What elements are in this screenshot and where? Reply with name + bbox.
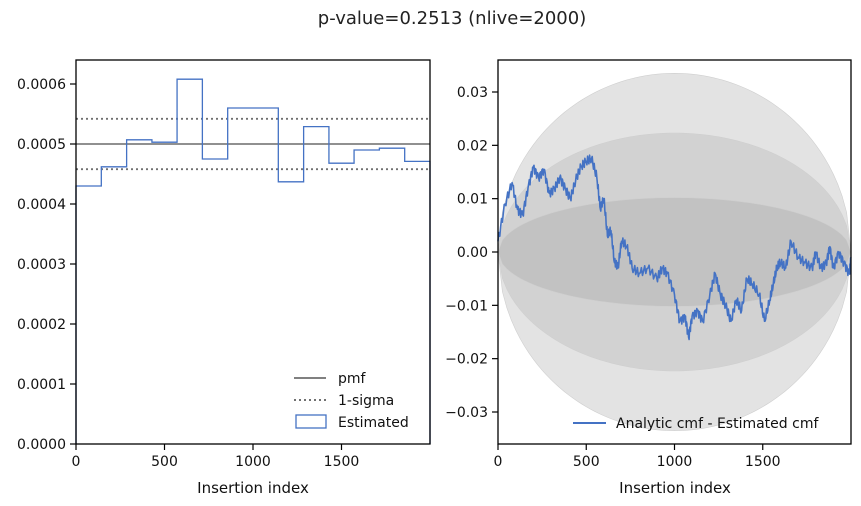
cmf-difference-line bbox=[497, 154, 852, 341]
left-axes-frame bbox=[75, 59, 431, 445]
right-y-tick-label: 0.01 bbox=[457, 192, 488, 208]
right-x-tick-label: 500 bbox=[573, 454, 600, 470]
legend-pmf-label: pmf bbox=[338, 371, 367, 387]
right-y-tick-label: 0.03 bbox=[457, 85, 488, 101]
right-y-tick-label: −0.01 bbox=[445, 298, 488, 314]
left-y-tick-label: 0.0005 bbox=[17, 137, 66, 153]
figure-title: p-value=0.2513 (nlive=2000) bbox=[318, 8, 586, 29]
right-y-tick-label: −0.02 bbox=[445, 352, 488, 368]
right-legend: Analytic cmf - Estimated cmf bbox=[573, 416, 819, 432]
right-x-axis-label: Insertion index bbox=[619, 479, 731, 497]
left-x-tick-label: 0 bbox=[72, 454, 81, 470]
left-y-tick-label: 0.0004 bbox=[17, 197, 66, 213]
cmf-difference-chart: 0 500 1000 1500 −0.03 −0.02 −0.01 0.00 0.01 0.02 0… bbox=[445, 59, 852, 497]
right-y-tick-label: 0.00 bbox=[457, 245, 488, 261]
right-x-tick-label: 0 bbox=[494, 454, 503, 470]
left-legend: pmf 1-sigma Estimated bbox=[294, 371, 409, 431]
left-x-tick-label: 1000 bbox=[235, 454, 271, 470]
legend-estimated-swatch bbox=[295, 414, 327, 429]
left-x-tick-label: 500 bbox=[151, 454, 178, 470]
right-y-tick-label: 0.02 bbox=[457, 138, 488, 154]
left-y-tick-label: 0.0003 bbox=[17, 257, 66, 273]
right-x-tick-label: 1500 bbox=[745, 454, 781, 470]
right-x-tick-label: 1000 bbox=[657, 454, 693, 470]
left-y-tick-label: 0.0001 bbox=[17, 377, 66, 393]
pmf-step-chart: 0 500 1000 1500 0.0000 0.0001 0.0002 0.0003 0.00… bbox=[17, 59, 431, 497]
legend-cmf-diff-label: Analytic cmf - Estimated cmf bbox=[616, 416, 819, 432]
left-y-tick-label: 0.0006 bbox=[17, 77, 66, 93]
left-x-axis-label: Insertion index bbox=[197, 479, 309, 497]
right-y-tick-label: −0.03 bbox=[445, 405, 488, 421]
left-y-tick-label: 0.0000 bbox=[17, 437, 66, 453]
left-x-tick-label: 1500 bbox=[324, 454, 360, 470]
left-y-tick-label: 0.0002 bbox=[17, 317, 66, 333]
estimated-step-histogram bbox=[75, 78, 431, 444]
legend-estimated-label: Estimated bbox=[338, 415, 409, 431]
legend-sigma-label: 1-sigma bbox=[338, 393, 394, 409]
